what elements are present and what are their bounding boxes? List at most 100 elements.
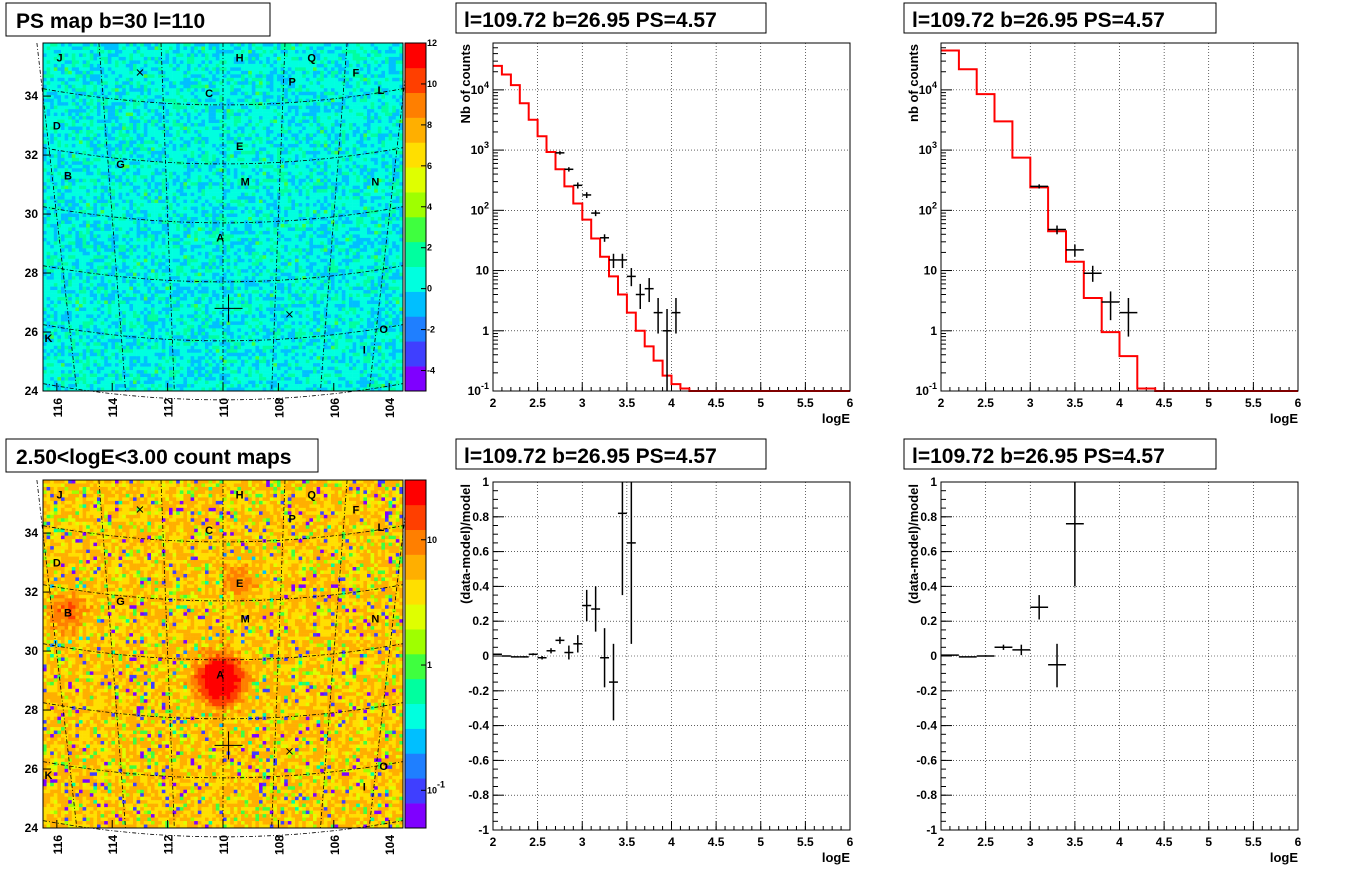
heatmap-cell [104, 276, 109, 280]
heatmap-cell [71, 255, 76, 260]
heatmap-cell [143, 88, 148, 93]
heatmap-cell [215, 286, 220, 291]
heatmap-cell [107, 161, 112, 166]
heatmap-cell [201, 136, 206, 141]
heatmap-cell [57, 126, 62, 131]
heatmap-cell [183, 175, 188, 180]
heatmap-cell [129, 321, 134, 326]
heatmap-cell [107, 109, 112, 113]
heatmap-cell [129, 143, 134, 148]
heatmap-cell [53, 164, 58, 169]
heatmap-cell [205, 102, 209, 106]
heatmap-cell [129, 88, 134, 93]
heatmap-cell [215, 112, 220, 117]
heatmap-cell [169, 102, 173, 106]
heatmap-cell [93, 171, 98, 176]
heatmap-cell [179, 112, 184, 117]
heatmap-cell [86, 286, 91, 291]
heatmap-cell [194, 70, 199, 75]
heatmap-cell [79, 192, 83, 197]
heatmap-cell [125, 234, 130, 239]
heatmap-cell [183, 147, 188, 152]
heatmap-cell [43, 185, 47, 190]
heatmap-cell [151, 300, 155, 305]
heatmap-cell [183, 244, 188, 249]
heatmap-cell [154, 102, 159, 106]
heatmap-cell [208, 123, 213, 127]
heatmap-cell [136, 116, 141, 120]
heatmap-cell [151, 189, 155, 193]
heatmap-cell [143, 126, 148, 131]
heatmap-cell [46, 251, 51, 256]
heatmap-cell [147, 116, 152, 120]
heatmap-cell [86, 279, 91, 284]
heatmap-cell [82, 178, 87, 183]
heatmap-cell [215, 133, 220, 138]
heatmap-cell [71, 206, 76, 211]
heatmap-cell [133, 77, 137, 82]
heatmap-cell [71, 234, 76, 239]
heatmap-cell [100, 77, 105, 82]
heatmap-cell [93, 342, 98, 347]
heatmap-cell [104, 304, 109, 308]
heatmap-cell [79, 60, 83, 65]
heatmap-cell [43, 324, 47, 329]
heatmap-cell [140, 119, 145, 124]
heatmap-cell [111, 126, 116, 131]
heatmap-cell [205, 150, 209, 155]
heatmap-cell [125, 380, 130, 385]
heatmap-cell [61, 199, 65, 204]
heatmap-cell [208, 220, 213, 225]
heatmap-cell [89, 338, 94, 343]
heatmap-cell [176, 234, 181, 239]
heatmap-cell [133, 331, 137, 336]
heatmap-cell [111, 335, 116, 340]
heatmap-cell [194, 373, 199, 378]
heatmap-cell [57, 335, 62, 340]
heatmap-cell [122, 342, 127, 347]
heatmap-cell [43, 126, 47, 131]
heatmap-cell [201, 192, 206, 197]
heatmap-cell [46, 112, 51, 117]
heatmap-cell [50, 290, 55, 294]
heatmap-cell [100, 265, 105, 270]
heatmap-cell [183, 314, 188, 319]
heatmap-cell [197, 123, 202, 127]
heatmap-cell [143, 199, 148, 204]
heatmap-cell [46, 276, 51, 280]
heatmap-cell [100, 217, 105, 221]
heatmap-cell [46, 258, 51, 263]
heatmap-cell [53, 227, 58, 232]
heatmap-cell [212, 310, 217, 315]
heatmap-cell [97, 119, 101, 124]
heatmap-cell [219, 338, 224, 343]
heatmap-cell [82, 227, 87, 232]
heatmap-cell [197, 189, 202, 193]
heatmap-cell [82, 384, 87, 388]
heatmap-cell [208, 63, 213, 68]
heatmap-cell [190, 223, 195, 228]
heatmap-cell [183, 67, 188, 72]
heatmap-cell [133, 237, 137, 242]
heatmap-cell [179, 199, 184, 204]
heatmap-cell [97, 338, 101, 343]
heatmap-cell [219, 321, 224, 326]
heatmap-cell [147, 157, 152, 162]
heatmap-cell [151, 304, 155, 308]
heatmap-cell [129, 262, 134, 267]
heatmap-cell [129, 171, 134, 176]
heatmap-cell [118, 293, 123, 298]
heatmap-cell [176, 283, 181, 287]
heatmap-cell [190, 359, 195, 364]
heatmap-cell [57, 112, 62, 117]
heatmap-cell [61, 77, 65, 82]
heatmap-cell [107, 363, 112, 367]
heatmap-cell [201, 265, 206, 270]
heatmap-cell [53, 175, 58, 180]
heatmap-cell [133, 300, 137, 305]
heatmap-cell [154, 70, 159, 75]
heatmap-cell [104, 310, 109, 315]
heatmap-cell [107, 213, 112, 218]
heatmap-cell [86, 310, 91, 315]
heatmap-cell [82, 157, 87, 162]
